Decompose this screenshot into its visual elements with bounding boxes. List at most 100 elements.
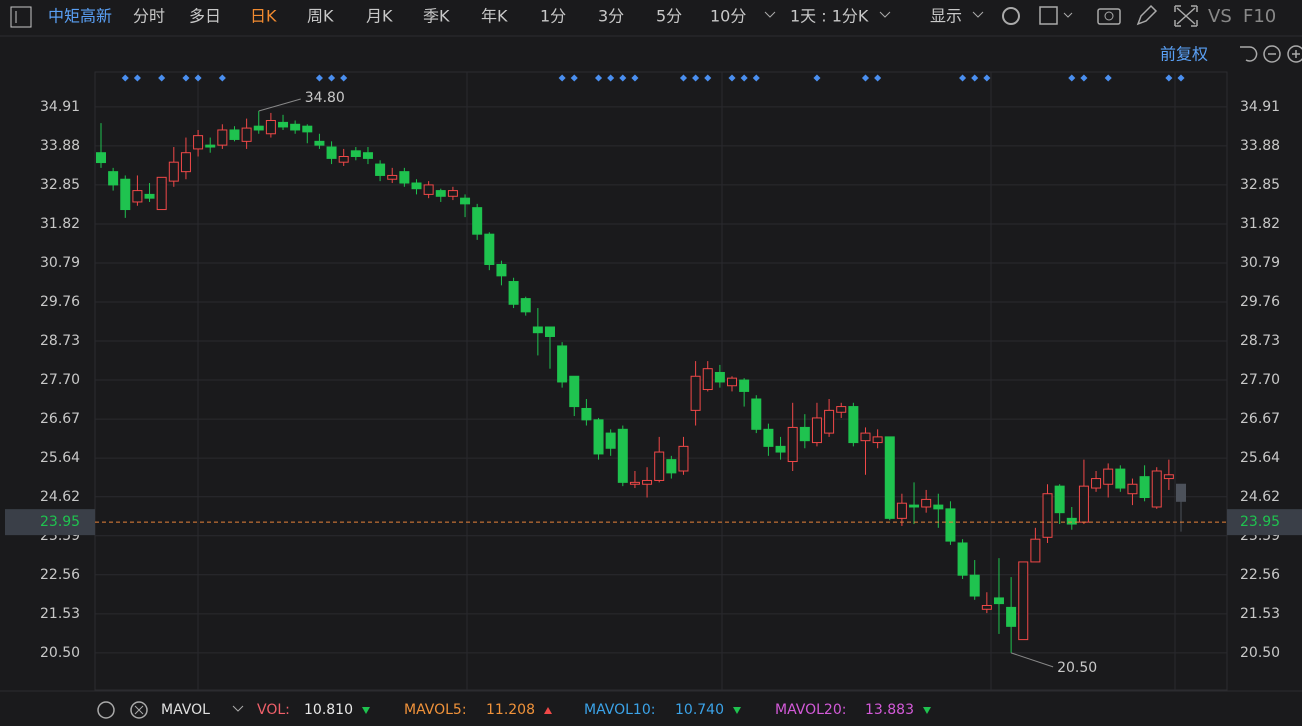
indicator-label: MAVOL20: [775,702,846,718]
zoom-out-icon[interactable] [1263,45,1281,63]
candle-body [581,407,592,421]
candle-body [1006,606,1017,627]
pen-icon[interactable] [1136,4,1158,26]
event-marker [133,74,141,82]
candle-body [278,121,289,128]
y-tick-label-right: 21.53 [1240,606,1280,622]
event-marker [752,74,760,82]
y-tick-label: 25.64 [40,450,80,466]
y-tick-label: 28.73 [40,333,80,349]
indicator-name[interactable]: MAVOL [161,702,210,718]
adjust-button[interactable]: 前复权 [1160,45,1208,64]
candle-body [1163,474,1174,480]
candle-body [472,207,483,235]
candle-body [617,428,628,483]
high-pointer [258,98,301,112]
y-tick-label: 20.50 [40,645,80,661]
event-marker [728,74,736,82]
y-tick-label: 26.67 [40,411,80,427]
candle-body [265,120,276,135]
event-marker [218,74,226,82]
tab[interactable]: 周K [307,7,334,26]
candle-body [217,129,228,146]
candle-body [848,406,859,444]
event-marker [340,74,348,82]
candle-body [435,190,446,197]
reset-icon[interactable] [1240,46,1258,62]
camera-icon[interactable] [1097,8,1121,25]
candle-body [1030,538,1041,563]
tab[interactable]: 多日 [189,7,221,26]
fullscreen-icon[interactable] [1174,5,1198,27]
candle-body [193,135,204,150]
tab[interactable]: 季K [423,7,450,26]
event-marker [328,74,336,82]
y-tick-label: 21.53 [40,606,80,622]
tab[interactable]: 分时 [133,7,165,26]
plot-frame [94,71,1228,691]
tab[interactable]: 年K [481,7,508,26]
zoom-in-icon[interactable] [1287,45,1302,63]
candle-body [1054,485,1065,514]
candle-body [775,445,786,453]
candle-body [1139,476,1150,499]
shape-icon[interactable] [1039,6,1058,25]
y-tick-label-right: 31.82 [1240,216,1280,232]
chevron [972,11,984,18]
event-marker [315,74,323,82]
candle-body [799,426,810,442]
menu-icon[interactable] [10,6,32,28]
tab[interactable]: 10分 [710,7,746,26]
candle-body [484,233,495,265]
stock-name[interactable]: 中矩高新 [48,7,112,26]
candle-body [241,127,252,142]
candle-body [132,190,143,203]
candle-body [1103,468,1114,485]
candle-body [253,125,264,131]
candle-body [302,125,313,133]
event-marker [971,74,979,82]
candle-body [933,504,944,510]
vs-button[interactable]: VS [1208,6,1232,27]
candle-body [569,375,580,408]
tab[interactable]: 5分 [656,7,682,26]
candle-body [763,428,774,447]
candle-body [520,298,531,313]
tab[interactable]: 3分 [598,7,624,26]
f10-button[interactable]: F10 [1243,6,1276,27]
candle-body [314,140,325,146]
y-tick-label-right: 30.79 [1240,255,1280,271]
candle-body [1151,470,1162,508]
candle-body [836,406,847,413]
y-tick-label: 32.85 [40,177,80,193]
tab[interactable]: 1分 [540,7,566,26]
y-tick-label: 22.56 [40,567,80,583]
low-pointer [1010,652,1054,668]
tab[interactable]: 月K [366,7,393,26]
indicator-settings[interactable] [97,701,115,719]
indicator-label: MAVOL10: [584,702,655,718]
candle-body [921,498,932,508]
y-tick-label-right: 28.73 [1240,333,1280,349]
last-price-label: 23.95 [40,514,80,530]
candle-body [714,371,725,383]
candle-body [654,451,665,481]
period-select[interactable]: 1天 : 1分K [790,7,869,26]
y-tick-label-right: 25.64 [1240,450,1280,466]
candle-body [739,379,750,392]
tab[interactable]: 日K [250,7,277,26]
event-marker [194,74,202,82]
settings-icon[interactable] [1002,7,1020,25]
display-button[interactable]: 显示 [930,7,962,26]
trend-arrow [733,707,741,714]
indicator-close[interactable] [130,701,148,719]
candle-body [96,152,106,164]
last-price-box-right [1227,509,1302,536]
candle-body [727,377,738,387]
last-price-box [5,509,95,536]
candle-body [909,504,920,508]
zoom-in-bar [1292,50,1300,58]
